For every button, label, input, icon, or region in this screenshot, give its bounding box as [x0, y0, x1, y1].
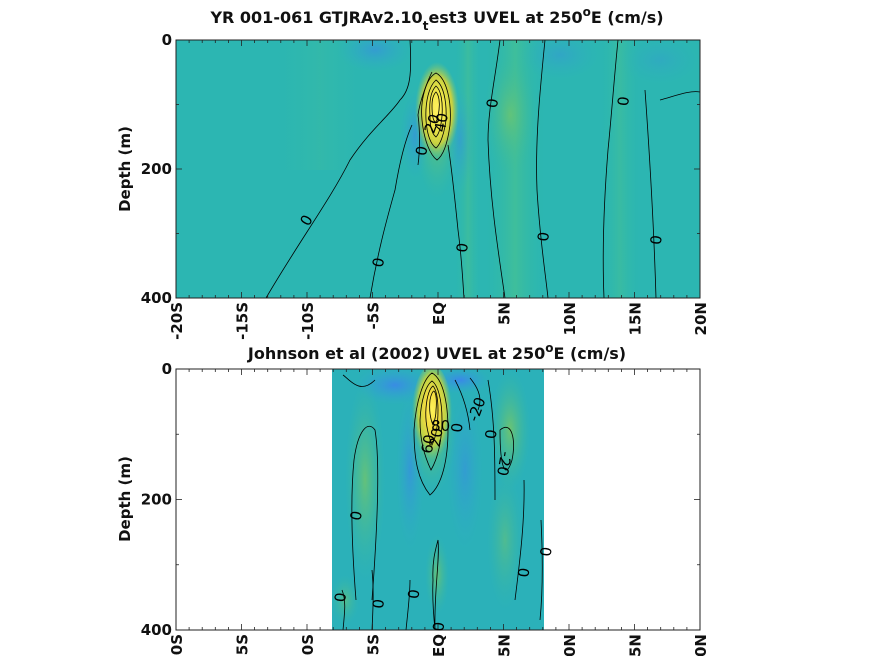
- x-tick-label: 20N: [692, 634, 710, 656]
- contour-label: 0: [482, 429, 501, 440]
- x-tick-label: 10N: [561, 302, 579, 335]
- y-tick-label: 0: [162, 31, 172, 49]
- x-tick-label: 15N: [627, 634, 645, 656]
- contour-label: 20: [421, 112, 444, 136]
- contour-label: 0: [412, 145, 431, 158]
- contour-label: 0: [647, 234, 666, 245]
- x-tick-label: -5S: [365, 634, 383, 656]
- y-axis-label-top: Depth (m): [116, 126, 134, 212]
- contour-label: 20: [426, 426, 447, 448]
- x-tick-label: -10S: [299, 634, 317, 656]
- x-tick-label: 5N: [496, 302, 514, 325]
- chart-title-bottom: Johnson et al (2002) UVEL at 250oE (cm/s…: [247, 341, 626, 363]
- x-tick-label: EQ: [430, 634, 448, 656]
- x-tick-label: -20S: [168, 302, 186, 340]
- x-tick-label: 15N: [627, 302, 645, 335]
- contour-label: 0: [369, 598, 388, 609]
- y-tick-label: 400: [141, 621, 172, 639]
- x-tick-label: -15S: [234, 634, 252, 656]
- x-tick-label: 10N: [561, 634, 579, 656]
- contour-label: 0: [369, 256, 388, 269]
- contour-label: 0: [515, 567, 534, 578]
- contour-label: 0: [534, 231, 553, 242]
- y-tick-label: 200: [141, 160, 172, 178]
- contour-label: 40: [431, 112, 452, 134]
- contour-label: 0: [614, 96, 633, 107]
- contour-label: 0: [429, 621, 448, 632]
- y-axis-label-bottom: Depth (m): [116, 456, 134, 542]
- panel-bottom: Johnson et al (2002) UVEL at 250oE (cm/s…: [116, 341, 710, 656]
- y-tick-label: 0: [162, 360, 172, 378]
- x-tick-label: -20S: [168, 634, 186, 656]
- x-tick-label: EQ: [430, 302, 448, 325]
- x-tick-label: 20N: [692, 302, 710, 335]
- contour-label: 0: [537, 546, 556, 557]
- contour-label: 0: [347, 509, 366, 522]
- contour-label: 0: [483, 98, 502, 109]
- chart-title-top: YR 001-061 GTJRAv2.10test3 UVEL at 250oE…: [209, 5, 663, 33]
- heatmap-field-bottom: [332, 369, 544, 630]
- heatmap-field-top: [176, 40, 700, 298]
- contour-label: 0: [405, 589, 424, 600]
- contour-label: 0: [453, 242, 472, 253]
- x-tick-label: -10S: [299, 302, 317, 340]
- contour-label: 60: [418, 433, 439, 455]
- x-tick-label: -5S: [365, 302, 383, 329]
- y-tick-label: 400: [141, 289, 172, 307]
- contour-label: 80: [431, 417, 450, 435]
- y-tick-label: 200: [141, 491, 172, 509]
- x-tick-label: 5N: [496, 634, 514, 656]
- contour-label: 0: [331, 592, 350, 603]
- panel-top: YR 001-061 GTJRAv2.10test3 UVEL at 250oE…: [116, 5, 710, 340]
- contour-label: 0: [448, 422, 467, 433]
- contour-label: -20: [493, 450, 515, 477]
- x-tick-label: -15S: [234, 302, 252, 340]
